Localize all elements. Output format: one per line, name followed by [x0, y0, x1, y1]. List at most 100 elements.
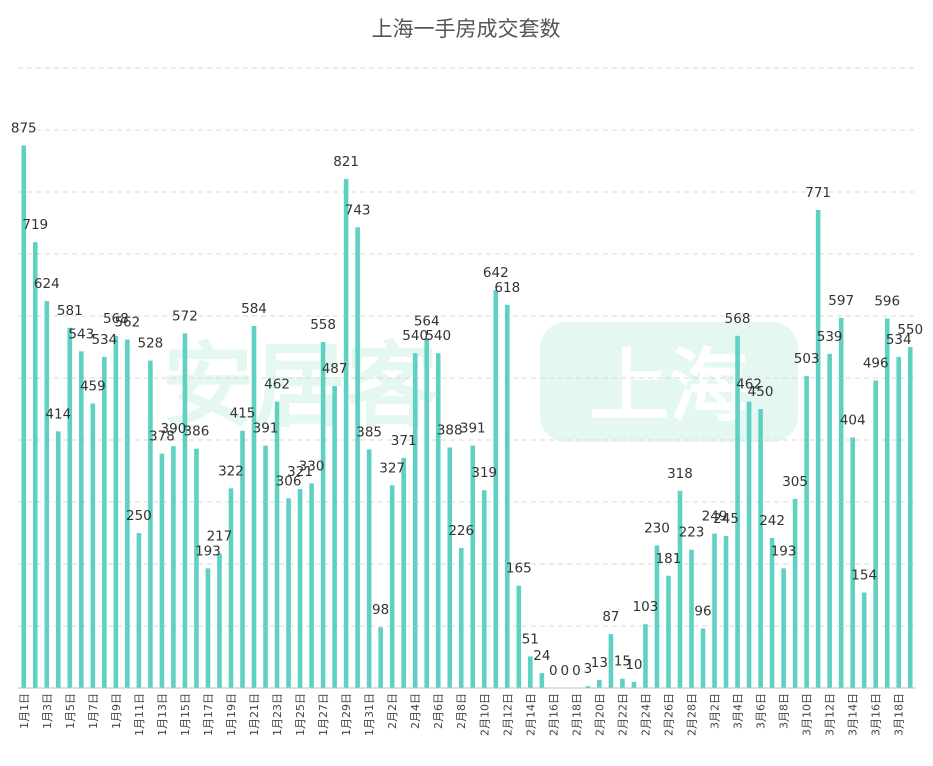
- data-label: 597: [828, 293, 854, 309]
- x-tick-label: 3月6日: [755, 693, 768, 729]
- data-label: 371: [391, 433, 417, 449]
- x-tick-label: 2月14日: [524, 693, 537, 736]
- x-tick-label: 3月16日: [870, 693, 883, 736]
- data-label: 562: [114, 315, 140, 331]
- bar: [401, 457, 406, 688]
- bar: [585, 686, 591, 688]
- x-tick-label: 1月21日: [248, 693, 261, 736]
- data-label: 385: [356, 424, 382, 440]
- bar: [723, 536, 729, 688]
- data-label: 496: [863, 355, 889, 371]
- bar: [228, 488, 234, 688]
- data-label: 624: [34, 276, 60, 292]
- data-label: 388: [437, 422, 463, 438]
- bar: [378, 627, 383, 688]
- data-label: 226: [448, 523, 474, 539]
- bar: [435, 353, 441, 688]
- bar: [309, 483, 314, 688]
- x-tick-label: 1月25日: [294, 693, 307, 736]
- data-label: 305: [782, 474, 808, 490]
- bar: [792, 498, 798, 688]
- bar: [873, 380, 879, 688]
- bar: [815, 209, 821, 689]
- data-label: 404: [840, 413, 866, 429]
- watermark: 安居客 上海: [162, 322, 798, 442]
- bar: [102, 356, 107, 688]
- bar: [412, 353, 418, 688]
- data-label: 550: [897, 322, 923, 338]
- data-label: 0: [561, 663, 570, 679]
- x-tick-label: 1月5日: [64, 693, 77, 729]
- bar: [251, 325, 257, 688]
- data-label: 319: [471, 465, 497, 481]
- data-label: 322: [218, 463, 244, 479]
- data-label: 540: [402, 328, 428, 344]
- data-label: 415: [230, 406, 256, 422]
- x-tick-label: 2月6日: [432, 693, 445, 729]
- bar: [274, 401, 280, 688]
- data-label: 568: [103, 311, 129, 327]
- bar: [240, 430, 245, 688]
- bar: [447, 447, 453, 688]
- x-tick-labels: 1月1日 1月3日 1月5日 1月7日 1月9日 1月11日 1月13日 1月15日 1月17日…: [18, 693, 906, 736]
- data-label: 771: [805, 185, 831, 201]
- data-label: 584: [241, 301, 267, 317]
- data-label: 390: [161, 421, 187, 437]
- bar: [827, 353, 832, 688]
- bar: [343, 178, 349, 689]
- data-label: 87: [602, 609, 619, 625]
- data-label: 821: [333, 154, 359, 170]
- x-tick-label: 2月18日: [570, 693, 583, 736]
- x-tick-label: 1月17日: [202, 693, 215, 736]
- data-label: 51: [522, 631, 539, 647]
- data-label: 378: [149, 429, 175, 445]
- data-label: 3: [584, 661, 593, 677]
- bar: [205, 568, 211, 688]
- data-label: 103: [633, 599, 659, 615]
- bar: [286, 498, 291, 688]
- bar: [528, 656, 533, 688]
- bar: [677, 490, 683, 688]
- data-label: 534: [91, 332, 117, 348]
- bar: [712, 533, 717, 688]
- bar: [643, 624, 648, 688]
- data-label: 534: [886, 332, 912, 348]
- data-label: 450: [748, 384, 774, 400]
- data-label: 193: [771, 543, 797, 559]
- data-label: 15: [614, 654, 631, 670]
- x-tick-label: 1月11日: [133, 693, 146, 736]
- x-tick-label: 2月22日: [616, 693, 629, 736]
- bar: [608, 634, 614, 688]
- bar: [458, 547, 464, 688]
- x-tick-label: 1月1日: [18, 693, 31, 729]
- bar: [631, 681, 637, 688]
- data-label: 250: [126, 508, 152, 524]
- bar: [159, 453, 165, 688]
- bar: [332, 386, 337, 688]
- bar: [424, 338, 430, 688]
- x-tick-label: 1月27日: [317, 693, 330, 736]
- bar: [769, 537, 775, 688]
- x-tick-label: 2月20日: [593, 693, 606, 736]
- data-label: 572: [172, 308, 198, 324]
- bar: [735, 335, 740, 688]
- x-tick-label: 2月2日: [386, 693, 399, 729]
- data-label: 564: [414, 313, 440, 329]
- bar: [320, 342, 326, 688]
- data-label: 568: [725, 311, 751, 327]
- data-label: 193: [195, 543, 221, 559]
- watermark-badge-text: 上海: [589, 340, 749, 433]
- x-tick-label: 3月18日: [893, 693, 906, 736]
- x-tick-label: 2月26日: [662, 693, 675, 736]
- bars: [21, 145, 913, 689]
- data-label: 503: [794, 351, 820, 367]
- data-label: 0: [572, 663, 581, 679]
- data-label: 242: [759, 513, 785, 529]
- bar: [263, 445, 268, 688]
- data-label: 558: [310, 317, 336, 333]
- bar: [516, 585, 522, 688]
- bar: [55, 431, 61, 688]
- bar: [700, 628, 706, 688]
- data-label: 539: [817, 329, 843, 345]
- gridlines: [18, 67, 916, 627]
